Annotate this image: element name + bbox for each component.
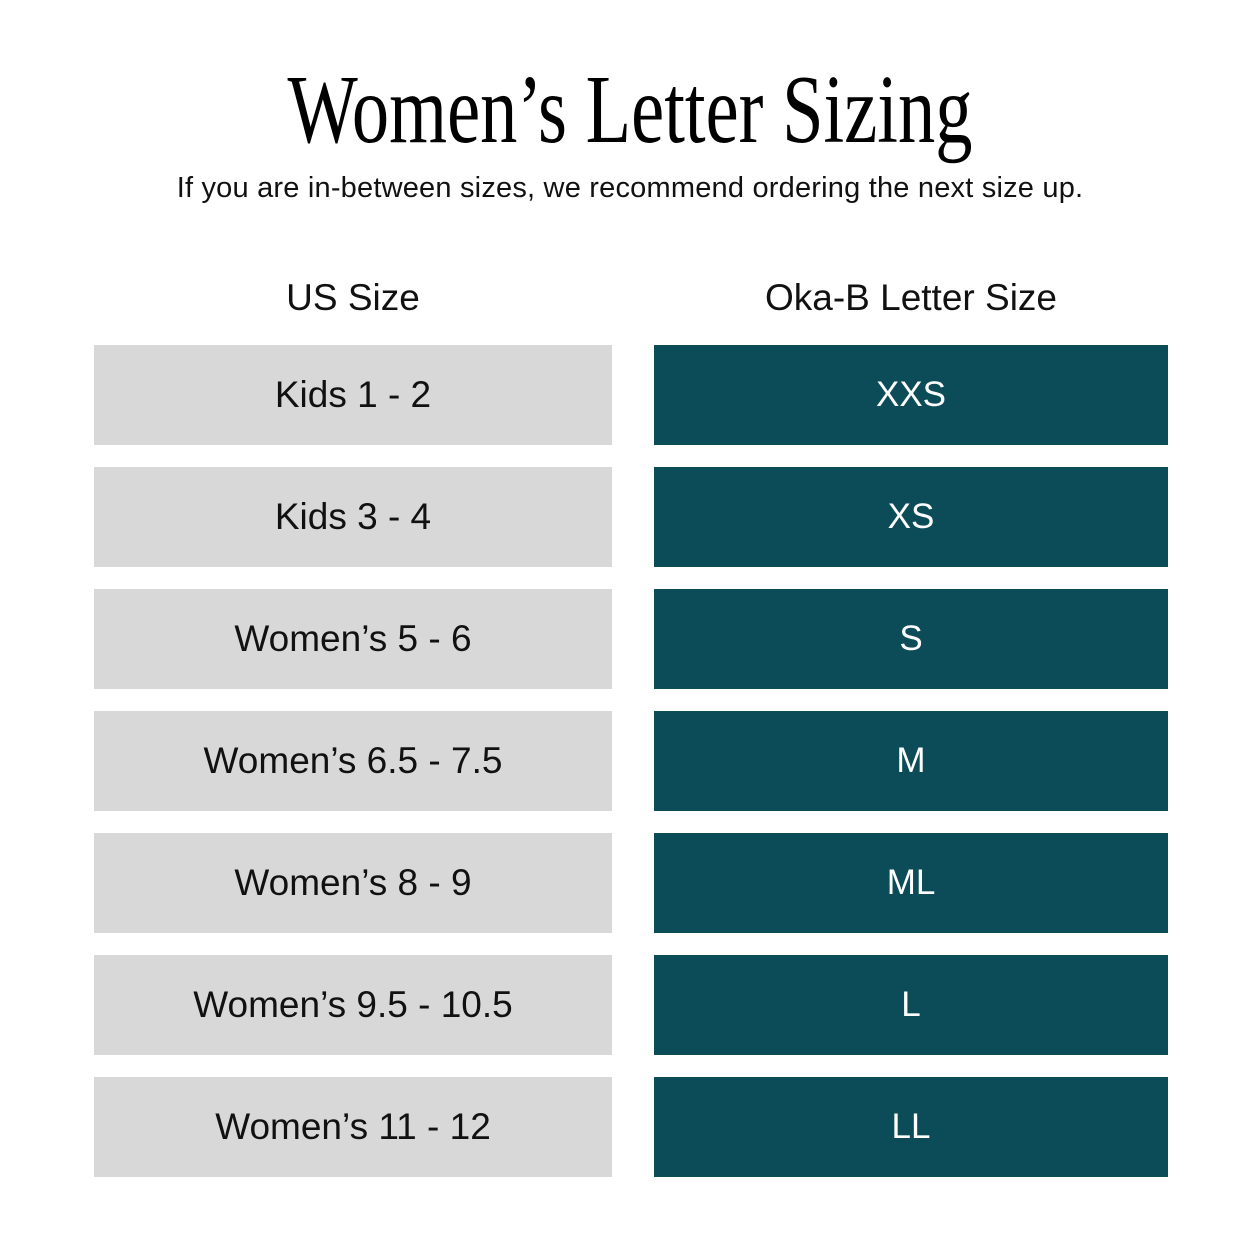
letter-size-cell: XXS [654,345,1168,445]
page-subtitle: If you are in-between sizes, we recommen… [176,172,1084,204]
letter-size-cell: LL [654,1077,1168,1177]
letter-size-cell: ML [654,833,1168,933]
us-size-cell: Kids 1 - 2 [94,345,612,445]
column-header-letter-size: Oka-B Letter Size [764,277,1057,318]
us-size-cell: Women’s 9.5 - 10.5 [94,955,612,1055]
sizing-chart-page: Women’s Letter Sizing If you are in-betw… [0,54,1260,1260]
letter-size-cell: S [654,589,1168,689]
page-title: Women’s Letter Sizing [287,56,973,164]
letter-size-cell: M [654,711,1168,811]
column-header-us-size: US Size [286,277,420,318]
us-size-cell: Women’s 8 - 9 [94,833,612,933]
letter-size-cell: L [654,955,1168,1055]
letter-size-cell: XS [654,467,1168,567]
column-headers: US Size Oka-B Letter Size [94,276,1168,320]
us-size-cell: Women’s 11 - 12 [94,1077,612,1177]
size-table: Kids 1 - 2 XXS Kids 3 - 4 XS Women’s 5 -… [94,345,1168,1177]
us-size-cell: Women’s 6.5 - 7.5 [94,711,612,811]
us-size-cell: Women’s 5 - 6 [94,589,612,689]
us-size-cell: Kids 3 - 4 [94,467,612,567]
